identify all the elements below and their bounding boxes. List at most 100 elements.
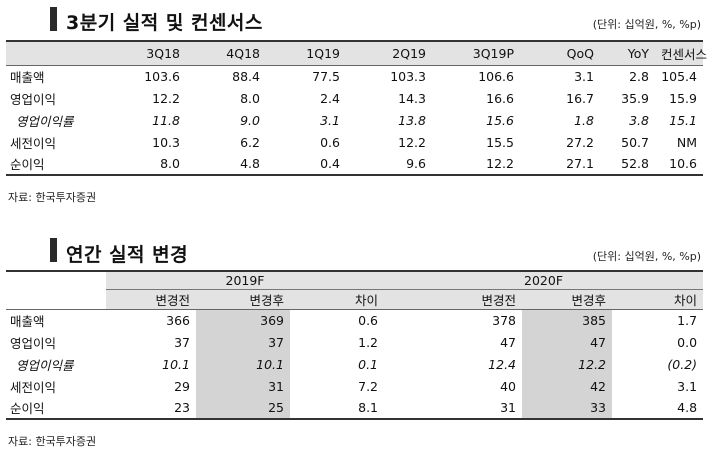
table-cell: 12.4 (488, 356, 517, 372)
table-cell: 103.6 (144, 68, 180, 84)
table-cell: 23 (106, 397, 196, 420)
table-cell: 77.5 (312, 68, 340, 84)
table-cell: 6.2 (240, 134, 260, 150)
annual-estimate-change-table: 2019F 2020F 변경전 변경후 차이 변경전 변경후 차이 매출액 366 369 0.… (6, 270, 704, 420)
table-subheader-row: 변경전 변경후 차이 변경전 변경후 차이 (6, 289, 704, 310)
column-header: 변경전 (106, 289, 196, 310)
table-cell: 15.9 (669, 90, 697, 106)
table-row: 순이익 8.0 4.8 0.4 9.6 12.2 27.1 52.8 10.6 (6, 153, 703, 176)
table-cell: 37 (196, 331, 290, 353)
table-cell: 88.4 (232, 68, 260, 84)
table-cell: 50.7 (621, 134, 649, 150)
table-cell: 4.8 (186, 153, 266, 176)
table-cell: NM (676, 134, 697, 150)
section2-source: 자료: 한국투자증권 (8, 435, 97, 448)
table-cell: 35.9 (621, 90, 649, 106)
table-cell: 31 (384, 397, 523, 420)
subheader-blank (6, 289, 106, 310)
table-cell: 10.1 (162, 356, 190, 372)
table-cell: 0.1 (358, 356, 379, 372)
table-cell: 378 (492, 312, 517, 328)
table-row: 영업이익률 10.1 10.1 0.1 12.4 12.2 (0.2) (6, 353, 703, 375)
table-cell: (0.2) (667, 356, 698, 372)
table-cell: 1.8 (574, 112, 594, 128)
table-cell: 16.6 (486, 90, 514, 106)
column-header: 4Q18 (186, 40, 266, 66)
column-header: 변경전 (384, 289, 523, 310)
table-cell: 29 (174, 378, 190, 394)
table-cell: 15.1 (669, 112, 697, 128)
table-cell: 7.2 (358, 378, 379, 394)
table-cell: 13.8 (398, 112, 426, 128)
table-cell: 106.6 (478, 68, 514, 84)
table-cell: 16.7 (566, 90, 594, 106)
table-cell: 9.0 (240, 112, 260, 128)
section1-unit: (단위: 십억원, %, %p) (592, 18, 701, 31)
row-label: 세전이익 (10, 135, 57, 151)
header-blank (6, 40, 98, 66)
table-cell: 15.6 (486, 112, 514, 128)
table-cell: 52.8 (600, 153, 655, 176)
table-cell: 12.2 (398, 134, 426, 150)
table-cell: 12.2 (522, 353, 613, 375)
row-label: 영업이익 (10, 91, 57, 107)
column-header: 컨센서스 (655, 40, 707, 66)
table-cell: 10.6 (655, 153, 703, 176)
table-cell: 2.8 (629, 68, 649, 84)
table-row: 매출액 366 369 0.6 378 385 1.7 (6, 309, 703, 331)
section1-title-bar (50, 7, 57, 31)
section2-title: 연간 실적 변경 (66, 244, 189, 266)
column-header: 3Q18 (98, 40, 186, 66)
column-header: 차이 (290, 289, 385, 310)
table-cell: 33 (522, 397, 613, 420)
table-row: 영업이익 12.2 8.0 2.4 14.3 16.6 16.7 35.9 15.9 (6, 87, 703, 109)
table-cell: 3.1 (574, 68, 594, 84)
table-row: 순이익 23 25 8.1 31 33 4.8 (6, 397, 704, 420)
column-header: 3Q19P (432, 40, 520, 66)
column-header: 변경후 (196, 289, 290, 310)
table-cell: 47 (522, 331, 613, 353)
table-row: 세전이익 29 31 7.2 40 42 3.1 (6, 375, 703, 397)
table-cell: 8.0 (98, 153, 186, 176)
table-row: 세전이익 10.3 6.2 0.6 12.2 15.5 27.2 50.7 NM (6, 131, 703, 153)
column-header: YoY (600, 40, 655, 66)
row-label: 영업이익 (10, 335, 57, 351)
table-cell: 2.4 (320, 90, 340, 106)
column-header: 2Q19 (346, 40, 432, 66)
table-cell: 11.8 (152, 112, 180, 128)
table-header-row: 3Q18 4Q18 1Q19 2Q19 3Q19P QoQ YoY 컨센서스 (6, 40, 707, 66)
table-cell: 366 (166, 312, 190, 328)
table-cell: 0.6 (358, 312, 379, 328)
column-header: 1Q19 (266, 40, 346, 66)
table-cell: 15.5 (486, 134, 514, 150)
group-header-2019f: 2019F (106, 270, 385, 290)
section1-title: 3분기 실적 및 컨센서스 (66, 12, 263, 34)
group-header-2020f: 2020F (384, 270, 704, 290)
table-cell: 31 (196, 375, 290, 397)
table-cell: 0.4 (266, 153, 346, 176)
table-cell: 3.1 (677, 378, 698, 394)
row-label: 영업이익률 (16, 357, 74, 373)
table-cell: 105.4 (661, 68, 697, 84)
row-label: 매출액 (10, 313, 45, 329)
group-header-blank (6, 270, 106, 289)
table-cell: 1.7 (677, 312, 698, 328)
table-cell: 10.1 (196, 353, 290, 375)
table-cell: 27.2 (566, 134, 594, 150)
table-cell: 12.2 (152, 90, 180, 106)
table-cell: 47 (500, 334, 517, 350)
row-label: 순이익 (6, 397, 106, 420)
table-cell: 10.3 (152, 134, 180, 150)
row-label: 영업이익률 (16, 113, 74, 129)
table-row: 매출액 103.6 88.4 77.5 103.3 106.6 3.1 2.8 105.4 (6, 65, 703, 87)
quarterly-results-table: 3Q18 4Q18 1Q19 2Q19 3Q19P QoQ YoY 컨센서스 매출액 103.6… (6, 40, 707, 176)
table-cell: 4.8 (612, 397, 704, 420)
table-cell: 385 (522, 309, 613, 331)
table-cell: 0.0 (677, 334, 698, 350)
table-cell: 9.6 (346, 153, 432, 176)
table-cell: 369 (196, 309, 290, 331)
table-cell: 12.2 (432, 153, 520, 176)
section2-title-bar (50, 238, 57, 262)
table-cell: 37 (174, 334, 190, 350)
row-label: 순이익 (6, 153, 98, 176)
